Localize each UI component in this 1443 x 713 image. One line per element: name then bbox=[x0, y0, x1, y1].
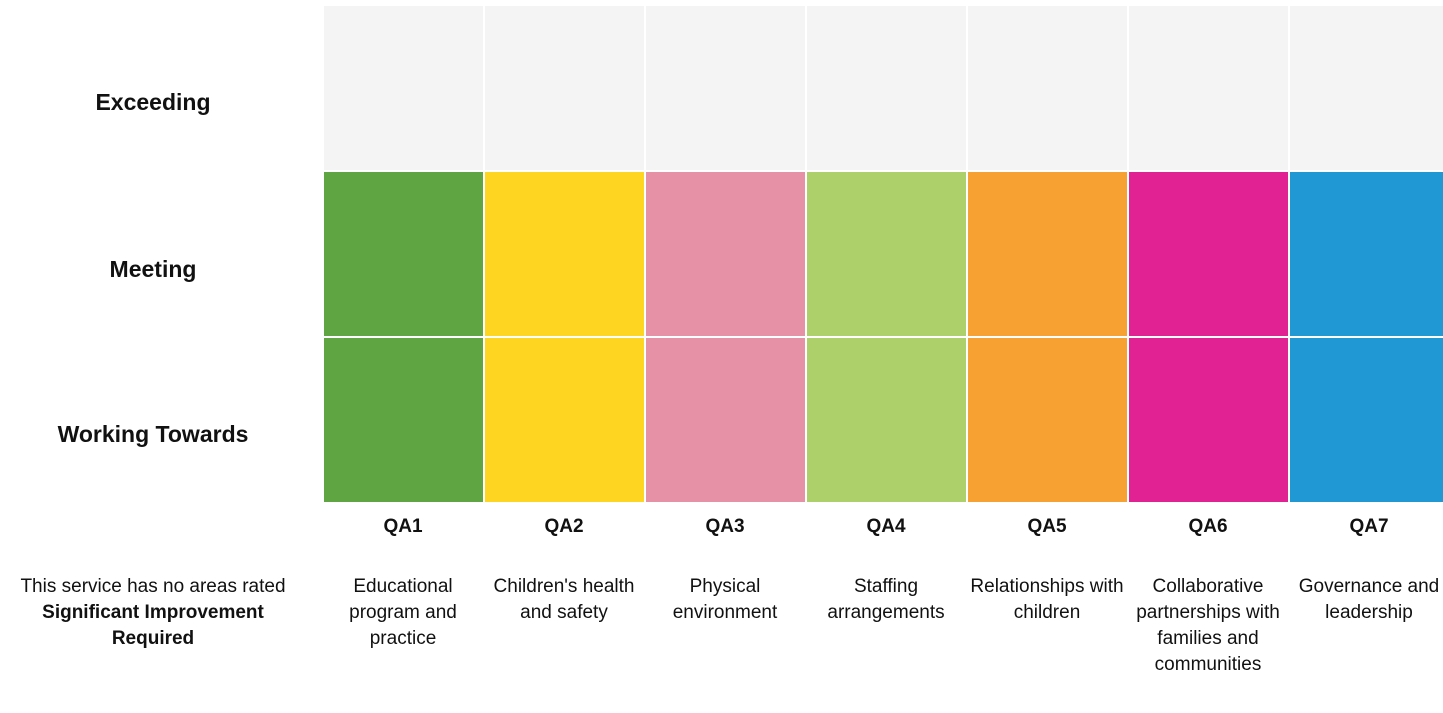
column-code-qa6: QA6 bbox=[1188, 516, 1228, 537]
column-code-qa4: QA4 bbox=[866, 516, 906, 537]
cell-qa3-exceeding bbox=[646, 6, 805, 170]
cell-qa6-working-towards bbox=[1129, 338, 1288, 502]
cell-qa7-meeting bbox=[1290, 172, 1443, 336]
column-name-qa3: Physical environment bbox=[672, 576, 778, 623]
column-name-qa6: Collaborative partnerships with families… bbox=[1136, 576, 1280, 675]
column-name-qa4: Staffing arrangements bbox=[827, 576, 945, 623]
column-code-qa3: QA3 bbox=[705, 516, 745, 537]
cell-qa7-exceeding bbox=[1290, 6, 1443, 170]
column-name-qa2: Children's health and safety bbox=[493, 576, 635, 623]
note-bold-text: Significant Improvement Required bbox=[42, 602, 264, 649]
column-code-qa7: QA7 bbox=[1349, 516, 1389, 537]
column-name-qa7: Governance and leadership bbox=[1298, 576, 1440, 623]
cell-qa4-exceeding bbox=[807, 6, 966, 170]
cell-qa6-exceeding bbox=[1129, 6, 1288, 170]
column-code-qa2: QA2 bbox=[544, 516, 584, 537]
cell-qa2-working-towards bbox=[485, 338, 644, 502]
column-code-qa5: QA5 bbox=[1027, 516, 1067, 537]
cell-qa3-meeting bbox=[646, 172, 805, 336]
row-label-meeting: Meeting bbox=[109, 256, 197, 282]
row-label-exceeding: Exceeding bbox=[95, 89, 211, 115]
no-significant-improvement-note: This service has no areas rated Signific… bbox=[0, 574, 306, 652]
column-name-qa1: Educational program and practice bbox=[349, 576, 457, 649]
cell-qa3-working-towards bbox=[646, 338, 805, 502]
cell-qa4-meeting bbox=[807, 172, 966, 336]
cell-qa5-working-towards bbox=[968, 338, 1127, 502]
cell-qa2-exceeding bbox=[485, 6, 644, 170]
column-name-qa5: Relationships with children bbox=[970, 576, 1124, 623]
note-text: This service has no areas rated bbox=[20, 576, 286, 597]
row-label-working-towards: Working Towards bbox=[57, 421, 249, 447]
cell-qa7-working-towards bbox=[1290, 338, 1443, 502]
cell-qa4-working-towards bbox=[807, 338, 966, 502]
cell-qa1-meeting bbox=[324, 172, 483, 336]
cell-qa6-meeting bbox=[1129, 172, 1288, 336]
cell-qa5-meeting bbox=[968, 172, 1127, 336]
cell-qa1-working-towards bbox=[324, 338, 483, 502]
cell-qa2-meeting bbox=[485, 172, 644, 336]
rating-grid bbox=[324, 6, 1443, 502]
cell-qa5-exceeding bbox=[968, 6, 1127, 170]
cell-qa1-exceeding bbox=[324, 6, 483, 170]
column-code-qa1: QA1 bbox=[383, 516, 423, 537]
